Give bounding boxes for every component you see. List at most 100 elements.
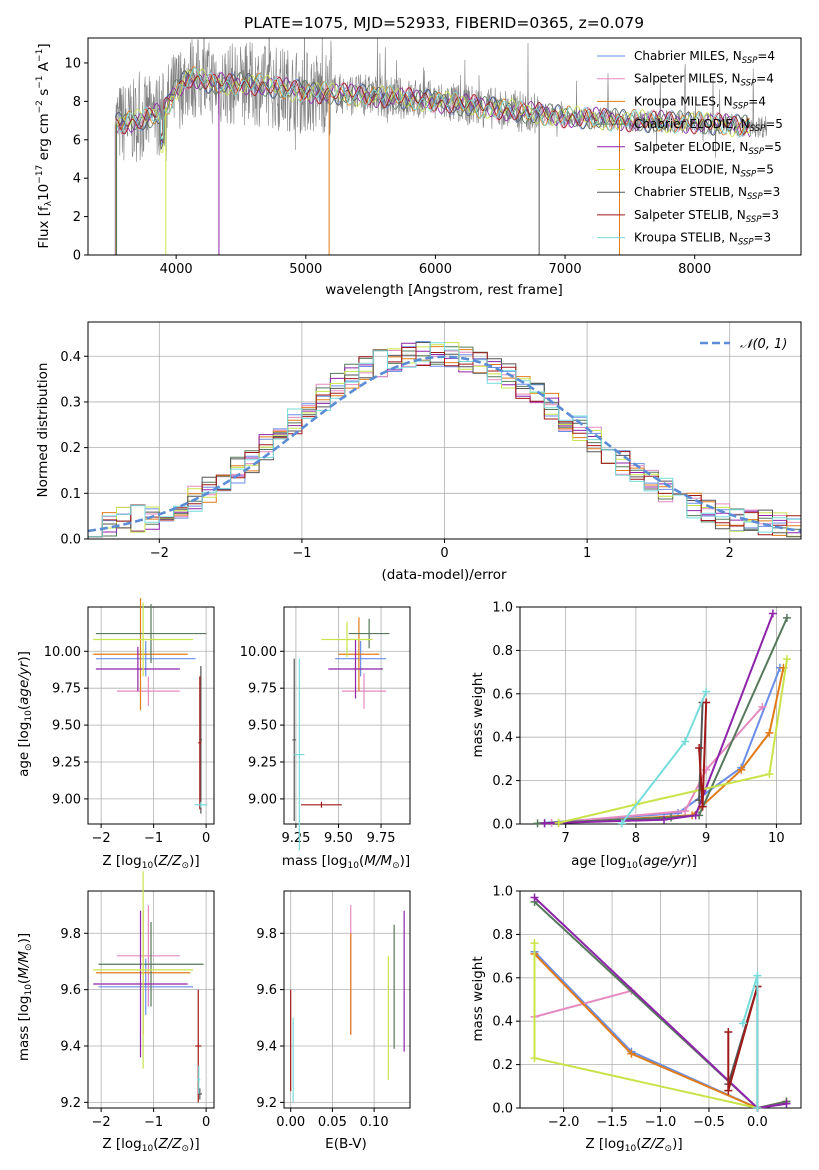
legend-label-7: Chabrier STELIB, NSSP=3 [634,185,780,202]
y-tick-label: 9.00 [248,792,277,807]
x-tick-label: 6000 [419,262,452,277]
mass-weight-marker [702,687,711,696]
y-tick-label: 9.8 [60,927,81,942]
spectrum-panel: PLATE=1075, MJD=52933, FIBERID=0365, z=0… [35,14,802,298]
y-tick-label: 0.6 [492,971,513,986]
y-tick-label: 0.6 [492,687,513,702]
x-tick-label: 0 [202,831,210,846]
normal-legend-label: 𝒩(0, 1) [740,337,787,352]
ebv-xlabel: E(B-V) [325,1136,367,1152]
y-tick-label: 4 [73,172,81,187]
mass-xlabel: mass [log10(M/M⊙)] [282,853,410,871]
legend-label-5: Salpeter ELODIE, NSSP=5 [634,140,782,157]
mass-ylabel: mass [log10(M/M⊙)] [16,933,34,1061]
legend-label-3: Kroupa MILES, NSSP=4 [634,94,766,111]
axes-frame [519,606,802,825]
histogram-ylabel: Normed distribution [35,363,51,498]
mass-weight-marker [617,819,626,828]
y-tick-label: 9.2 [256,1096,277,1111]
legend-label-6: Kroupa ELODIE, NSSP=5 [634,163,774,180]
mass-weight-marker [765,728,774,737]
mass-weight-marker [530,939,539,948]
y-tick-label: 10.00 [44,645,81,660]
x-tick-label: −1 [292,546,311,561]
y-tick-label: 0.2 [492,774,513,789]
y-tick-label: 0.3 [60,395,81,410]
mass-weight-marker [695,744,704,753]
mass-weight-series-8 [727,986,759,1108]
y-tick-label: 8 [73,95,81,110]
legend-label-4: Chabrier ELODIE, NSSP=5 [634,117,783,134]
x-tick-label: −1.0 [645,1115,677,1130]
x-tick-label: 9.25 [281,831,310,846]
model-spectrum-9 [114,67,751,140]
mass-weight-marker [753,1104,762,1112]
y-tick-label: 0.0 [492,818,513,833]
spectrum-ylabel: Flux [fλ10−17 erg cm−2 s−1 A−1] [35,43,54,248]
histogram-ticks: −2 −1 0 1 2 0.0 0.1 0.2 0.3 0.4 [60,350,734,561]
axes-frame [283,606,411,825]
x-tick-label: 9.50 [324,831,353,846]
axes-frame [87,890,215,1109]
y-tick-label: 6 [73,133,81,148]
x-tick-label: −2.0 [548,1115,580,1130]
x-tick-label: 5000 [289,262,322,277]
mass-vs-metallicity-panel: −2 −1 0 9.2 9.4 9.6 9.8 [60,871,215,1130]
mass-weight-vs-age-panel: 7 8 9 10 0.0 0.2 0.4 0.6 0.8 1.0 [492,601,802,846]
mass-weight-marker [627,1049,636,1058]
legend-label-8: Salpeter STELIB, NSSP=3 [634,208,779,225]
mass-weight-marker [554,818,563,827]
x-tick-label: 9.75 [367,831,396,846]
x-tick-label: 1 [583,546,591,561]
age-ylabel: age [log10(age/yr)] [16,651,34,777]
mass-weight-series-2 [534,989,759,1109]
mass-weight-series-1 [544,667,781,824]
mass-weight-series-5 [544,613,774,825]
mass-weight-marker [737,765,746,774]
x-tick-label: 7 [562,831,570,846]
x-tick-label: −2 [92,831,111,846]
x-tick-label: 0.00 [276,1115,305,1130]
metallicity-xlabel-bottom: Z [log10(Z/Z⊙)] [102,1136,199,1154]
age-xlabel: age [log10(age/yr)] [571,853,697,871]
x-tick-label: 9 [702,831,710,846]
x-tick-label: 8 [632,831,640,846]
mass-weight-series-6 [533,943,758,1109]
mass-weight-marker [724,1028,733,1037]
mass-weight-series-9 [621,691,708,824]
y-tick-label: 0.0 [492,1102,513,1117]
spectrum-legend: Chabrier MILES, NSSP=4 Salpeter MILES, NS… [597,49,783,248]
y-tick-label: 9.25 [52,756,81,771]
y-tick-label: 9.50 [248,719,277,734]
y-tick-label: 9.2 [60,1096,81,1111]
legend-label-2: Salpeter MILES, NSSP=4 [634,72,774,89]
y-tick-label: 9.4 [256,1040,277,1055]
x-tick-label: 0.05 [318,1115,347,1130]
histogram-xlabel: (data-model)/error [381,567,507,583]
x-tick-label: −1.5 [596,1115,628,1130]
y-tick-label: 0.2 [492,1058,513,1073]
mass-weight-ylabel-top: mass weight [470,672,486,757]
spectrum-xlabel: wavelength [Angstrom, rest frame] [325,282,563,298]
x-tick-label: 4000 [160,262,193,277]
y-tick-label: 9.75 [248,682,277,697]
axes-frame [283,890,411,1109]
legend-label-1: Chabrier MILES, NSSP=4 [634,49,775,66]
x-tick-label: 10 [768,831,785,846]
y-tick-label: 9.25 [248,756,277,771]
x-tick-label: −1 [144,831,163,846]
age-vs-metallicity-panel: −2 −1 0 9.00 9.25 9.50 9.75 10.00 [44,598,215,846]
y-tick-label: 0.4 [60,350,81,365]
mass-weight-marker [768,609,777,618]
y-tick-label: 9.00 [52,792,81,807]
mass-weight-marker [782,655,791,664]
y-tick-label: 2 [73,210,81,225]
spectrum-lines [114,38,768,255]
metallicity-xlabel-top: Z [log10(Z/Z⊙)] [102,853,199,871]
x-tick-label: −1 [144,1115,163,1130]
y-tick-label: 9.6 [60,983,81,998]
mass-weight-marker [681,737,690,746]
y-tick-label: 0.0 [60,533,81,548]
mass-weight-ylabel-bottom: mass weight [470,956,486,1041]
